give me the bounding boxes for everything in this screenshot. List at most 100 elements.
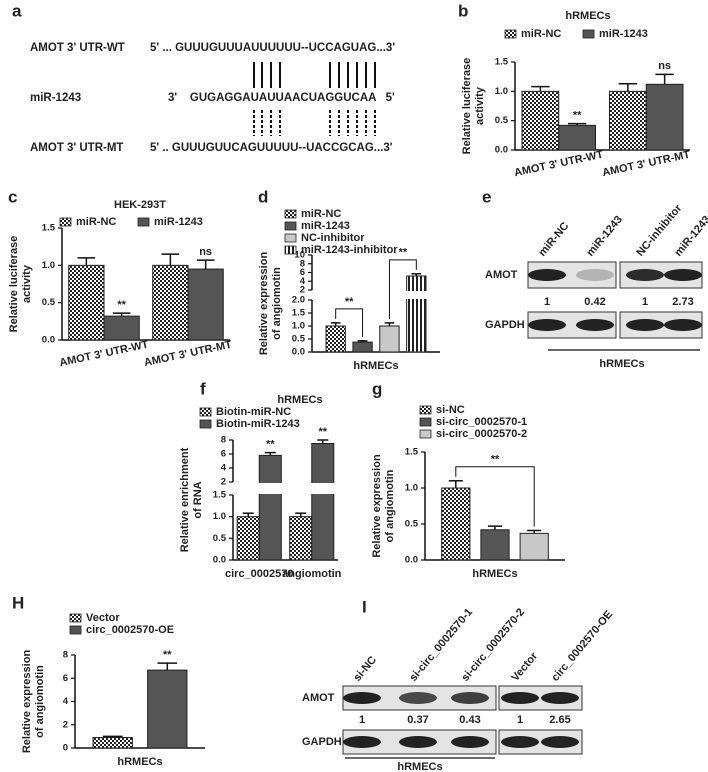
legend-label: miR-1243	[301, 220, 350, 232]
chart-title: HEK-293T	[114, 199, 166, 211]
band	[451, 736, 489, 748]
y-tick-label: 6	[221, 449, 226, 460]
y-tick-label: 8	[221, 435, 226, 446]
legend-label: miR-1243	[154, 216, 203, 228]
panel-label: H	[12, 593, 24, 612]
sequence-name: miR-1243	[30, 92, 81, 104]
bar	[379, 325, 400, 353]
bar	[68, 264, 105, 341]
legend-label: Vector	[86, 612, 120, 624]
quantity: 1	[359, 714, 365, 726]
y-tick-label: 1.5	[42, 223, 56, 234]
band	[664, 319, 702, 331]
annotation: **	[491, 454, 500, 466]
band	[626, 269, 664, 281]
annotation: **	[163, 649, 172, 661]
y-tick-label: 1.5	[292, 308, 306, 319]
bar	[519, 532, 549, 561]
legend-label: miR-1243-inhibitor	[301, 244, 398, 256]
y-tick-label: 0	[63, 743, 68, 754]
legend-swatch	[419, 417, 432, 427]
pairing-lines	[253, 62, 376, 88]
group-label: hRMECs	[397, 761, 442, 772]
significance-bracket	[455, 466, 535, 527]
legend-swatch	[137, 217, 150, 227]
band	[541, 692, 579, 704]
bar	[311, 443, 335, 561]
y-axis-label: of angiomotin	[34, 665, 46, 738]
y-tick-label: 1.5	[495, 57, 509, 68]
bar	[236, 516, 260, 561]
band	[541, 736, 579, 748]
significance-bracket	[388, 259, 417, 319]
mismatch-lines	[253, 110, 376, 136]
row-label: GAPDH	[302, 736, 342, 748]
bar	[103, 315, 140, 341]
bar	[147, 669, 188, 749]
y-tick-label: 6	[63, 673, 68, 684]
y-tick-label: 6	[300, 267, 305, 278]
bar	[480, 529, 510, 561]
annotation: **	[399, 247, 408, 259]
bar	[406, 275, 427, 353]
y-axis-label: of angiomotin	[384, 469, 396, 542]
quantity: 0.37	[407, 714, 428, 726]
sequence: 5' ... GUUUGUUUAUUUUUU--UCCAGUAG...3'	[150, 42, 395, 54]
annotation: **	[573, 110, 582, 122]
y-tick-label: 0.5	[42, 297, 56, 308]
y-axis-label: activity	[474, 86, 486, 125]
y-tick-label: 0.5	[213, 533, 227, 544]
y-tick-label: 0.0	[495, 145, 508, 156]
y-tick-label: 2.0	[292, 295, 305, 306]
group-label: hRMECs	[599, 358, 644, 370]
row-label: AMOT	[302, 692, 335, 704]
panel-label: e	[482, 187, 491, 206]
y-axis-label: Relative expression	[258, 252, 270, 356]
row-label: AMOT	[485, 269, 518, 281]
y-axis-label: activity	[21, 264, 33, 303]
legend-swatch	[69, 625, 82, 635]
annotation: **	[345, 296, 354, 308]
legend-swatch	[284, 245, 297, 255]
x-tick-label: AMOT 3' UTR-MT	[143, 339, 233, 369]
bar	[352, 341, 373, 353]
quantity: 0.43	[459, 714, 480, 726]
band	[576, 269, 614, 281]
quantity: 2.65	[549, 714, 570, 726]
bar	[441, 487, 471, 561]
y-tick-label: 2	[300, 285, 305, 296]
band	[664, 269, 702, 281]
legend-swatch	[582, 29, 595, 39]
x-axis-label: hRMECs	[117, 756, 162, 768]
panel-label: d	[258, 187, 268, 206]
y-tick-label: 10	[294, 250, 305, 261]
y-tick-label: 0.5	[495, 115, 509, 126]
legend-swatch	[419, 405, 432, 415]
panel-label: g	[372, 379, 382, 398]
legend-swatch	[419, 429, 432, 439]
y-tick-label: 4	[63, 696, 69, 707]
legend-swatch	[199, 419, 212, 429]
lane-label: miR-1243	[584, 214, 625, 259]
legend-label: Biotin-miR-NC	[216, 406, 291, 418]
y-tick-label: 8	[63, 650, 68, 661]
legend-label: miR-NC	[76, 216, 116, 228]
lane-label: Vector	[509, 650, 540, 684]
quantity: 1	[517, 714, 523, 726]
y-axis-label: Relative expression	[21, 650, 33, 754]
bar	[609, 90, 647, 151]
lane-label: circ_0002570-OE	[549, 609, 615, 684]
sequence: 3' GUGAGGAUAUUAACUAGGUCAA 5'	[168, 92, 395, 104]
legend-label: si-circ_0002570-2	[436, 428, 527, 440]
band	[528, 269, 566, 281]
band	[399, 736, 437, 748]
x-axis-label: hRMECs	[353, 360, 398, 372]
bar	[558, 124, 596, 151]
band	[501, 692, 539, 704]
y-tick-label: 1.5	[213, 490, 227, 501]
legend-label: NC-inhibitor	[301, 232, 365, 244]
y-tick-label: 0.0	[213, 555, 226, 566]
sequence: 5' .. GUUUGUUCAGUUUUU--UACCGCAG...3'	[150, 142, 393, 154]
legend-swatch	[284, 221, 297, 231]
panel-label: f	[200, 379, 206, 398]
